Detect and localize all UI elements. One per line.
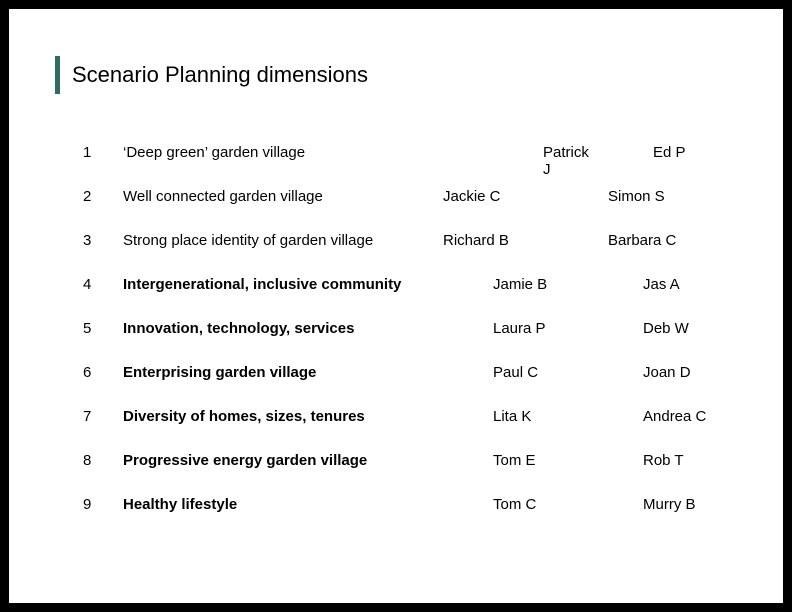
dimensions-table: 1‘Deep green’ garden villagePatrick JEd … (83, 144, 723, 540)
row-description: ‘Deep green’ garden village (123, 144, 443, 161)
row-number: 4 (83, 276, 123, 293)
row-person-2: Ed P (593, 144, 723, 161)
row-number: 5 (83, 320, 123, 337)
row-person-1: Patrick J (443, 144, 593, 178)
table-row: 1‘Deep green’ garden villagePatrick JEd … (83, 144, 723, 188)
table-row: 7Diversity of homes, sizes, tenuresLita … (83, 408, 723, 452)
row-description: Well connected garden village (123, 188, 443, 205)
row-description: Progressive energy garden village (123, 452, 443, 469)
row-number: 2 (83, 188, 123, 205)
row-number: 9 (83, 496, 123, 513)
row-person-1: Lita K (443, 408, 593, 425)
row-number: 3 (83, 232, 123, 249)
row-description: Strong place identity of garden village (123, 232, 443, 249)
row-person-1: Tom E (443, 452, 593, 469)
row-person-2: Joan D (593, 364, 723, 381)
table-row: 6Enterprising garden villagePaul CJoan D (83, 364, 723, 408)
row-number: 6 (83, 364, 123, 381)
row-person-1: Tom C (443, 496, 593, 513)
row-number: 8 (83, 452, 123, 469)
slide: Scenario Planning dimensions 1‘Deep gree… (9, 9, 783, 603)
title-block: Scenario Planning dimensions (55, 56, 368, 94)
row-description: Diversity of homes, sizes, tenures (123, 408, 443, 425)
row-description: Intergenerational, inclusive community (123, 276, 443, 293)
row-description: Enterprising garden village (123, 364, 443, 381)
row-person-1: Richard B (443, 232, 593, 249)
row-person-1: Paul C (443, 364, 593, 381)
row-description: Innovation, technology, services (123, 320, 443, 337)
table-row: 9Healthy lifestyleTom CMurry B (83, 496, 723, 540)
table-row: 5Innovation, technology, servicesLaura P… (83, 320, 723, 364)
row-person-2: Murry B (593, 496, 723, 513)
page-number: 5 (25, 575, 30, 585)
table-row: 8Progressive energy garden villageTom ER… (83, 452, 723, 496)
page-title: Scenario Planning dimensions (72, 62, 368, 88)
accent-bar (55, 56, 60, 94)
table-row: 2Well connected garden villageJackie CSi… (83, 188, 723, 232)
row-person-2: Deb W (593, 320, 723, 337)
row-person-1: Jamie B (443, 276, 593, 293)
row-person-2: Jas A (593, 276, 723, 293)
row-number: 1 (83, 144, 123, 161)
row-person-2: Barbara C (593, 232, 723, 249)
row-person-2: Andrea C (593, 408, 723, 425)
row-person-1: Laura P (443, 320, 593, 337)
table-row: 3Strong place identity of garden village… (83, 232, 723, 276)
row-person-2: Rob T (593, 452, 723, 469)
table-row: 4Intergenerational, inclusive communityJ… (83, 276, 723, 320)
row-description: Healthy lifestyle (123, 496, 443, 513)
row-number: 7 (83, 408, 123, 425)
row-person-2: Simon S (593, 188, 723, 205)
row-person-1: Jackie C (443, 188, 593, 205)
